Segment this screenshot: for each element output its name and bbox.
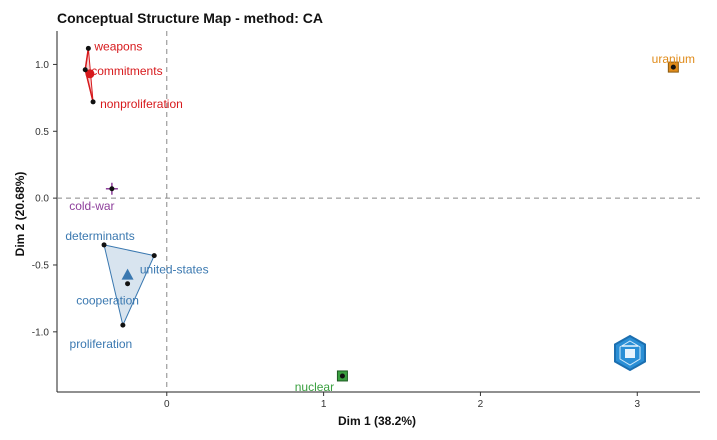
hexagon-logo-icon	[614, 334, 646, 372]
data-point	[339, 373, 345, 379]
point-label: proliferation	[70, 337, 133, 351]
point-label: determinants	[65, 229, 134, 243]
plot-area: 0 1 2 3 1.0 0.5 0.0 -0.5 -1.0 weapons commitments n…	[32, 31, 700, 410]
y-tick-label: -0.5	[32, 260, 50, 271]
data-point	[109, 186, 115, 192]
point-label: nuclear	[295, 380, 334, 394]
point-label: cooperation	[76, 294, 139, 308]
data-point	[120, 322, 126, 328]
point-label: commitments	[91, 64, 162, 78]
x-tick-label: 0	[164, 399, 170, 410]
point-label: united-states	[140, 263, 209, 277]
centroid-circle-marker	[85, 69, 95, 79]
x-tick-label: 2	[478, 399, 484, 410]
point-label: weapons	[93, 39, 142, 53]
point-label: uranium	[652, 52, 695, 66]
data-point	[82, 67, 88, 73]
data-point	[151, 253, 157, 259]
y-axis-label: Dim 2 (20.68%)	[13, 172, 27, 257]
data-point	[90, 99, 96, 105]
point-label: nonproliferation	[100, 97, 183, 111]
data-point	[101, 242, 107, 248]
centroid-triangle-marker	[121, 268, 134, 280]
x-tick-label: 1	[321, 399, 327, 410]
y-tick-label: 1.0	[35, 60, 49, 71]
data-point	[85, 45, 91, 51]
point-label: cold-war	[69, 199, 114, 213]
y-tick-label: 0.5	[35, 127, 49, 138]
x-axis-label: Dim 1 (38.2%)	[338, 414, 416, 428]
x-tick-label: 3	[634, 399, 640, 410]
y-tick-label: -1.0	[32, 327, 50, 338]
data-point	[125, 281, 131, 287]
data-point	[670, 64, 676, 70]
y-tick-label: 0.0	[35, 194, 49, 205]
chart-title: Conceptual Structure Map - method: CA	[57, 10, 323, 26]
